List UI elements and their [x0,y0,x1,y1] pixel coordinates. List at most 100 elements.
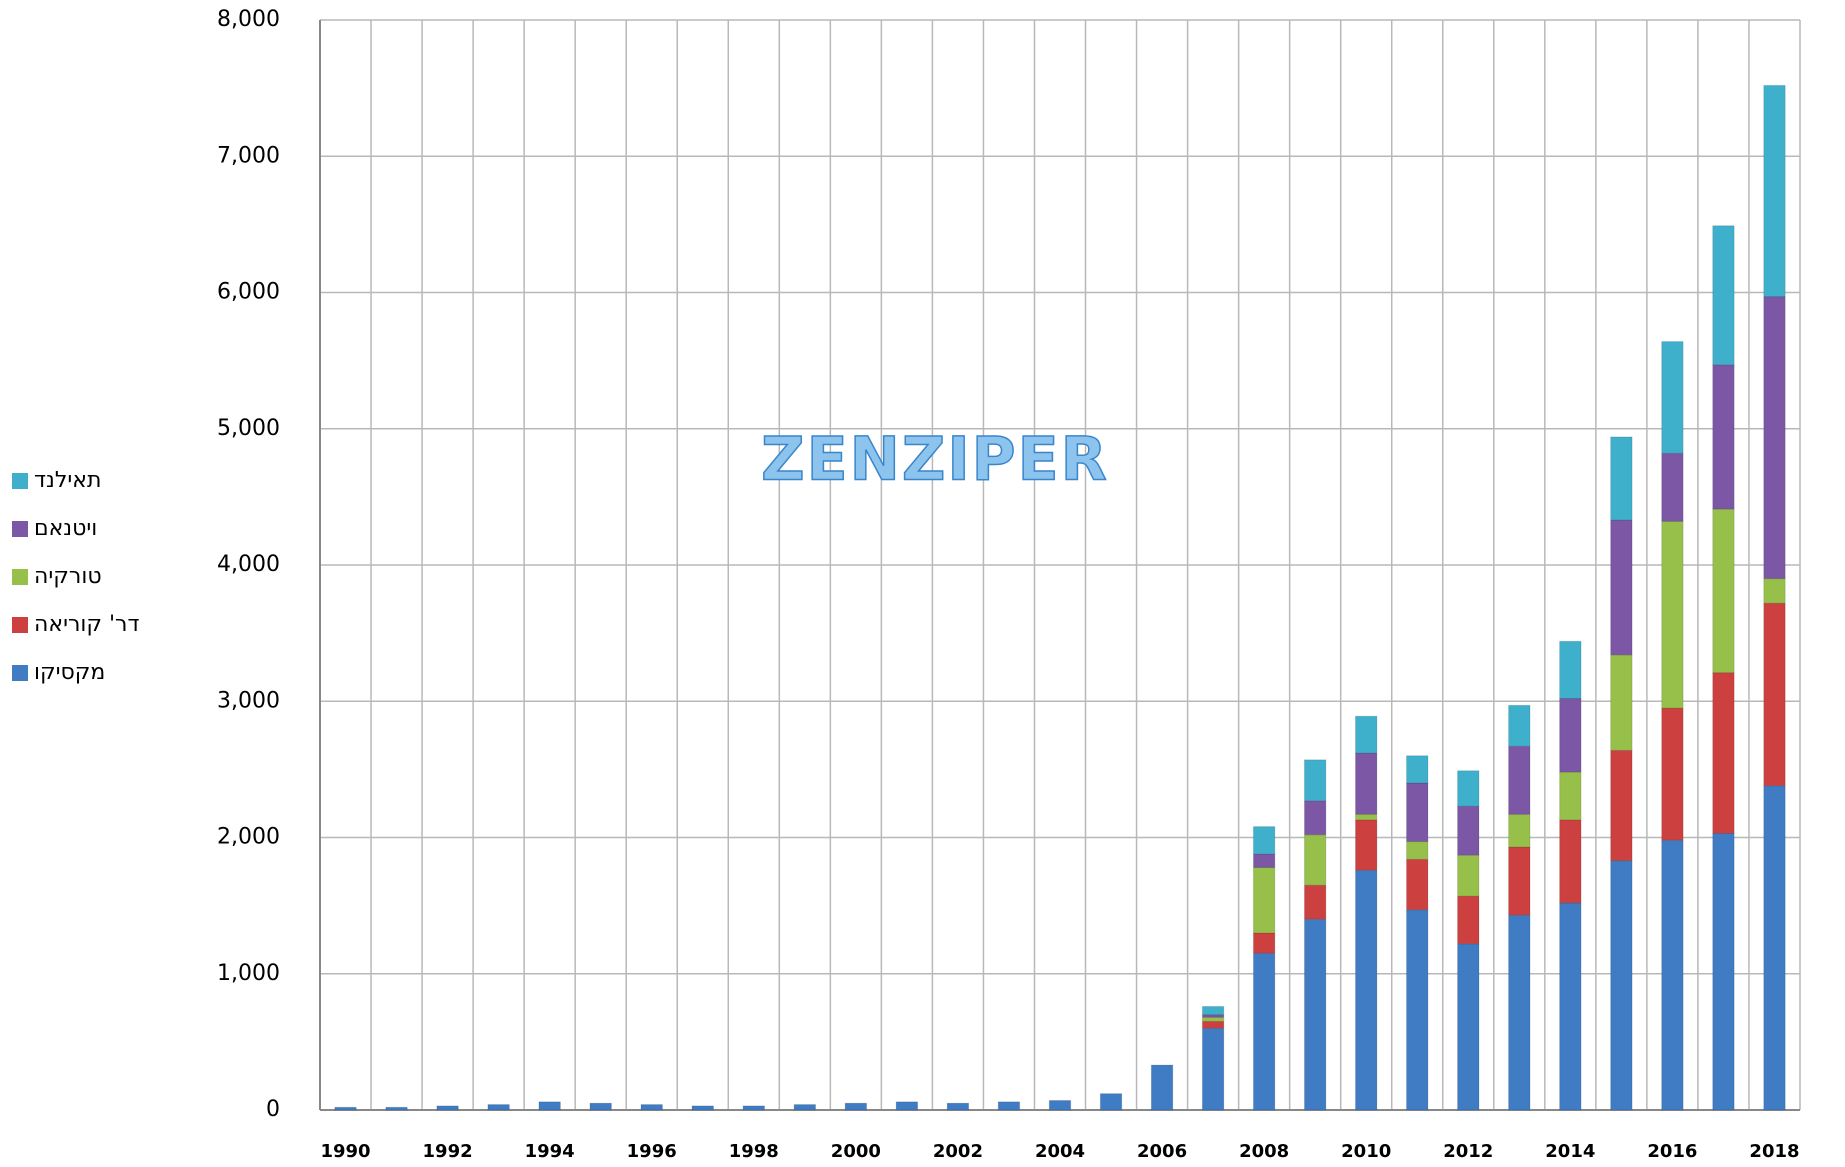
bar-segment [1457,895,1480,945]
bar-segment [589,1102,612,1111]
watermark: ZENZIPER [761,425,1109,495]
bar-segment [1712,364,1735,510]
bar-segment [1661,341,1684,454]
bar-segment [640,1104,663,1111]
bar-segment [538,1101,561,1111]
bar-segment [1354,715,1378,754]
bar-segment [1610,860,1633,1111]
x-tick-label: 2006 [1137,1141,1187,1162]
x-tick-label: 2010 [1341,1141,1391,1162]
bar-segment [1661,707,1684,841]
bar-segment [1559,698,1582,773]
bar-segment [1610,654,1633,751]
bar-segment [1048,1099,1072,1111]
x-tick-label: 2008 [1239,1141,1289,1162]
legend-swatch [12,473,28,489]
bar-segment [1712,832,1735,1111]
bar-segment [1712,672,1735,834]
bar-segment [895,1101,919,1111]
legend-label: תאילנד [34,468,101,493]
bar-segment [1457,770,1480,807]
bar-segment [1354,752,1378,815]
bar-segment [1763,785,1786,1111]
bar-segment [742,1105,766,1111]
bar-segment [1099,1093,1123,1111]
y-tick-label: 4,000 [217,552,280,577]
bar-segment [1508,704,1531,747]
bar-segment [1303,918,1327,1111]
bar-segment [1457,943,1480,1111]
x-tick-label: 2000 [831,1141,881,1162]
bar-segment [1252,932,1276,954]
bar-segment [1508,813,1531,848]
bar-segment [1354,869,1378,1111]
legend-label: מקסיקו [34,660,105,685]
bar-segment [1252,826,1276,855]
bar-segment [1303,759,1327,802]
bar-segment [1406,841,1429,860]
bar-segment [1559,819,1582,904]
y-tick-label: 5,000 [217,416,280,441]
bar-segment [1661,452,1684,522]
bar-segment [1712,508,1735,674]
x-tick-label: 2002 [933,1141,983,1162]
bar-segment [385,1106,408,1111]
bar-segment [1763,84,1786,298]
bar-segment [487,1104,510,1111]
x-tick-label: 1994 [525,1141,575,1162]
bar-segment [436,1105,459,1111]
legend-swatch [12,665,28,681]
bar-segment [1201,1027,1225,1111]
legend-swatch [12,521,28,537]
bar-segment [1406,909,1429,1111]
bar-segment [1457,805,1480,856]
bar-segment [1354,813,1378,821]
bar-segment [793,1104,817,1111]
bar-segment [1252,853,1276,868]
y-tick-label: 0 [266,1097,280,1122]
x-tick-label: 2016 [1647,1141,1697,1162]
bar-segment [1201,1020,1225,1029]
bar-segment [1406,755,1429,784]
bar-segment [1406,858,1429,911]
legend-label: ויטנאם [34,516,97,541]
bar-segment [1252,866,1276,934]
legend-swatch [12,569,28,585]
bar-segment [1763,602,1786,787]
bar-segment [1508,914,1531,1111]
bar-segment [1661,839,1684,1111]
bar-segment [1303,834,1327,886]
bar-segment [691,1105,714,1111]
x-tick-label: 1998 [729,1141,779,1162]
y-tick-label: 2,000 [217,825,280,850]
bar-segment [844,1102,868,1111]
bar-segment [1406,782,1429,843]
x-tick-label: 1992 [423,1141,473,1162]
x-tick-label: 2014 [1545,1141,1595,1162]
x-tick-label: 1990 [320,1141,370,1162]
bar-segment [1610,519,1633,656]
bar-segment [1763,578,1786,604]
x-tick-label: 2018 [1749,1141,1799,1162]
bar-segment [1763,296,1786,580]
bar-segment [1610,749,1633,862]
legend-label: טורקיה [34,564,102,589]
bar-segment [1201,1016,1225,1022]
bar-segment [1610,436,1633,521]
y-tick-label: 8,000 [217,7,280,32]
x-tick-label: 1996 [627,1141,677,1162]
bar-segment [1457,854,1480,897]
bar-segment [1201,1005,1225,1016]
bar-segment [1559,771,1582,821]
y-tick-label: 6,000 [217,280,280,305]
y-tick-label: 3,000 [217,688,280,713]
legend-swatch [12,617,28,633]
bar-segment [1508,846,1531,916]
bar-segment [1712,225,1735,366]
bar-segment [1508,745,1531,815]
bar-segment [1354,819,1378,871]
bar-segment [1303,800,1327,836]
y-tick-label: 7,000 [217,143,280,168]
bar-segment [1303,884,1327,920]
